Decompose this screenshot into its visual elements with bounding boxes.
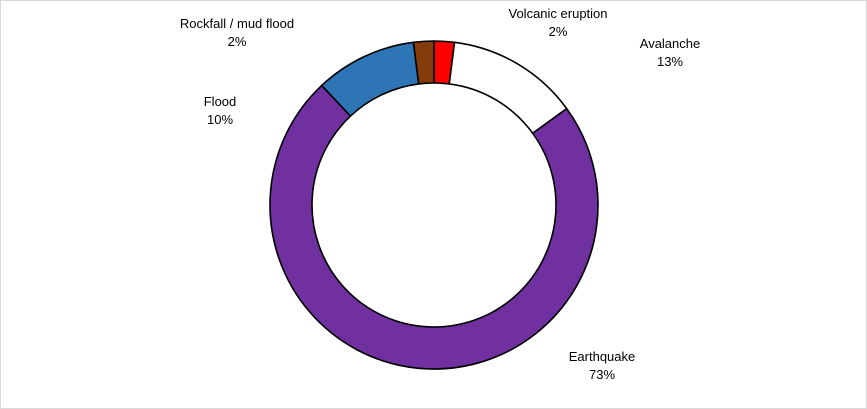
data-label-rockfall-mud-flood: Rockfall / mud flood 2% — [180, 15, 294, 51]
slice-name-earthquake: Earthquake — [568, 349, 636, 364]
data-label-flood: Flood 10% — [204, 93, 237, 129]
slice-name-rockfall-mud-flood: Rockfall / mud flood — [179, 16, 295, 31]
slice-name-flood: Flood — [203, 94, 237, 109]
slice-avalanche — [448, 41, 568, 135]
slice-rockfall-mud-flood — [412, 40, 435, 85]
slice-percent-volcanic-eruption: 2% — [548, 24, 568, 39]
slice-percent-flood: 10% — [206, 112, 234, 127]
data-label-volcanic-eruption: Volcanic eruption 2% — [508, 5, 607, 41]
data-label-avalanche: Avalanche 13% — [640, 35, 700, 71]
data-label-earthquake: Earthquake 73% — [569, 348, 636, 384]
slice-name-volcanic-eruption: Volcanic eruption — [508, 6, 608, 21]
slice-percent-avalanche: 13% — [656, 54, 684, 69]
slice-name-avalanche: Avalanche — [639, 36, 701, 51]
slice-percent-earthquake: 73% — [588, 367, 616, 382]
slice-percent-rockfall-mud-flood: 2% — [227, 34, 247, 49]
slice-earthquake — [269, 84, 599, 370]
